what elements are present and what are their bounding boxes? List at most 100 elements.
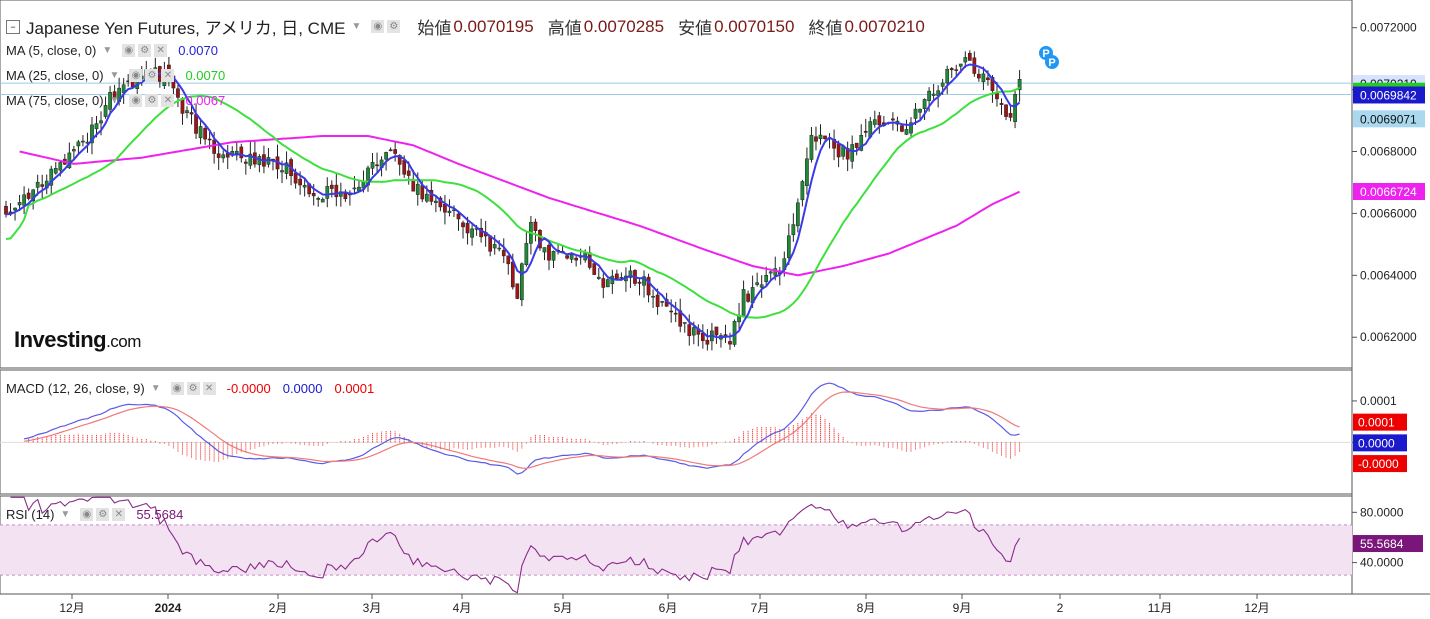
time-tick-label: 6月 <box>659 601 678 615</box>
candle <box>58 162 63 171</box>
candle <box>293 172 298 184</box>
high-value: 0.0070285 <box>583 16 665 36</box>
candle <box>239 146 244 159</box>
signal-line <box>24 391 1020 469</box>
collapse-icon[interactable]: − <box>6 19 20 34</box>
candle <box>284 162 289 174</box>
gear-icon[interactable]: ⚙ <box>186 382 200 395</box>
chevron-down-icon[interactable]: ▼ <box>109 95 120 106</box>
eye-icon[interactable]: ◉ <box>371 20 385 33</box>
candle <box>112 91 117 99</box>
chart-header: − Japanese Yen Futures, アメリカ, 日, CME ▼ ◉… <box>6 14 925 39</box>
gear-icon[interactable]: ⚙ <box>138 44 152 57</box>
candle <box>524 243 529 266</box>
candle <box>424 193 429 202</box>
eye-icon[interactable]: ◉ <box>122 44 136 57</box>
macd-tag <box>1353 434 1407 452</box>
ma75-legend[interactable]: MA (75, close, 0) ▼ ◉ ⚙ ✕ 0.0067 <box>6 93 225 108</box>
candle <box>1004 104 1008 117</box>
candle <box>31 189 35 201</box>
candle <box>1008 113 1013 118</box>
candle <box>176 88 180 98</box>
candle <box>94 123 99 130</box>
chevron-down-icon[interactable]: ▼ <box>102 45 113 56</box>
candle <box>329 184 334 189</box>
chevron-down-icon[interactable]: ▼ <box>109 70 120 81</box>
candle <box>234 150 239 154</box>
candle <box>456 213 461 220</box>
candle <box>393 149 397 154</box>
pivot-marker-label: P <box>1048 57 1055 69</box>
candle <box>515 283 520 299</box>
gear-icon[interactable]: ⚙ <box>145 94 159 107</box>
time-tick-label: 7月 <box>751 601 770 615</box>
candle <box>538 230 542 249</box>
chevron-down-icon[interactable]: ▼ <box>351 21 362 32</box>
candle <box>768 271 773 274</box>
candle <box>596 276 601 279</box>
eye-icon[interactable]: ◉ <box>129 94 143 107</box>
close-icon[interactable]: ✕ <box>202 382 216 395</box>
close-label: 終値 <box>808 19 843 38</box>
candle <box>443 203 447 213</box>
candle <box>918 108 922 113</box>
candle <box>945 69 950 84</box>
candle <box>447 210 452 213</box>
candle <box>954 69 959 71</box>
candle <box>601 278 606 288</box>
ma25-legend[interactable]: MA (25, close, 0) ▼ ◉ ⚙ ✕ 0.0070 <box>6 68 225 83</box>
candle <box>103 105 108 117</box>
candle <box>72 149 76 152</box>
candle <box>949 68 954 71</box>
candle <box>705 339 710 345</box>
close-icon[interactable]: ✕ <box>112 508 126 521</box>
gear-icon[interactable]: ⚙ <box>145 69 159 82</box>
chevron-down-icon[interactable]: ▼ <box>150 383 161 394</box>
eye-icon[interactable]: ◉ <box>129 69 143 82</box>
close-icon[interactable]: ✕ <box>154 44 168 57</box>
candle <box>958 63 963 67</box>
eye-icon[interactable]: ◉ <box>80 508 94 521</box>
macd-legend[interactable]: MACD (12, 26, close, 9) ▼ ◉ ⚙ ✕ -0.0000 0.… <box>6 381 374 396</box>
ma5-label: MA (5, close, 0) <box>6 43 97 58</box>
candle <box>203 128 207 140</box>
logo-main: Investing <box>14 327 107 352</box>
candle <box>108 92 112 110</box>
candle <box>967 52 972 61</box>
candle <box>510 261 515 288</box>
rsi-band <box>0 524 1352 576</box>
macd-value: -0.0000 <box>226 381 271 396</box>
rsi-tag-label: 55.5684 <box>1360 537 1404 551</box>
macd-hist-value: 0.0001 <box>334 381 375 396</box>
candle <box>40 184 45 187</box>
eye-icon[interactable]: ◉ <box>170 382 184 395</box>
gear-icon[interactable]: ⚙ <box>96 508 110 521</box>
candle <box>506 255 511 265</box>
close-icon[interactable]: ✕ <box>161 94 175 107</box>
candle <box>836 143 841 158</box>
candle <box>741 289 746 317</box>
candle <box>189 112 194 115</box>
candle <box>646 276 651 296</box>
chevron-down-icon[interactable]: ▼ <box>60 509 71 520</box>
gear-icon[interactable]: ⚙ <box>387 20 401 33</box>
candle <box>800 181 805 201</box>
candle <box>809 134 814 160</box>
macd-tag <box>1353 455 1407 473</box>
ma5-legend[interactable]: MA (5, close, 0) ▼ ◉ ⚙ ✕ 0.0070 <box>6 43 218 58</box>
rsi-legend[interactable]: RSI (14) ▼ ◉ ⚙ ✕ 55.5684 <box>6 507 183 522</box>
candle <box>574 257 578 261</box>
candle <box>687 324 692 337</box>
candle <box>796 202 800 227</box>
close-icon[interactable]: ✕ <box>161 69 175 82</box>
time-tick-label: 2月 <box>269 601 288 615</box>
candle <box>370 162 375 169</box>
pivot-marker <box>1045 55 1059 69</box>
candle <box>986 77 990 81</box>
candle <box>891 118 895 121</box>
candle <box>547 244 551 261</box>
candle <box>655 294 660 307</box>
candle <box>637 281 642 284</box>
candle <box>375 164 379 167</box>
